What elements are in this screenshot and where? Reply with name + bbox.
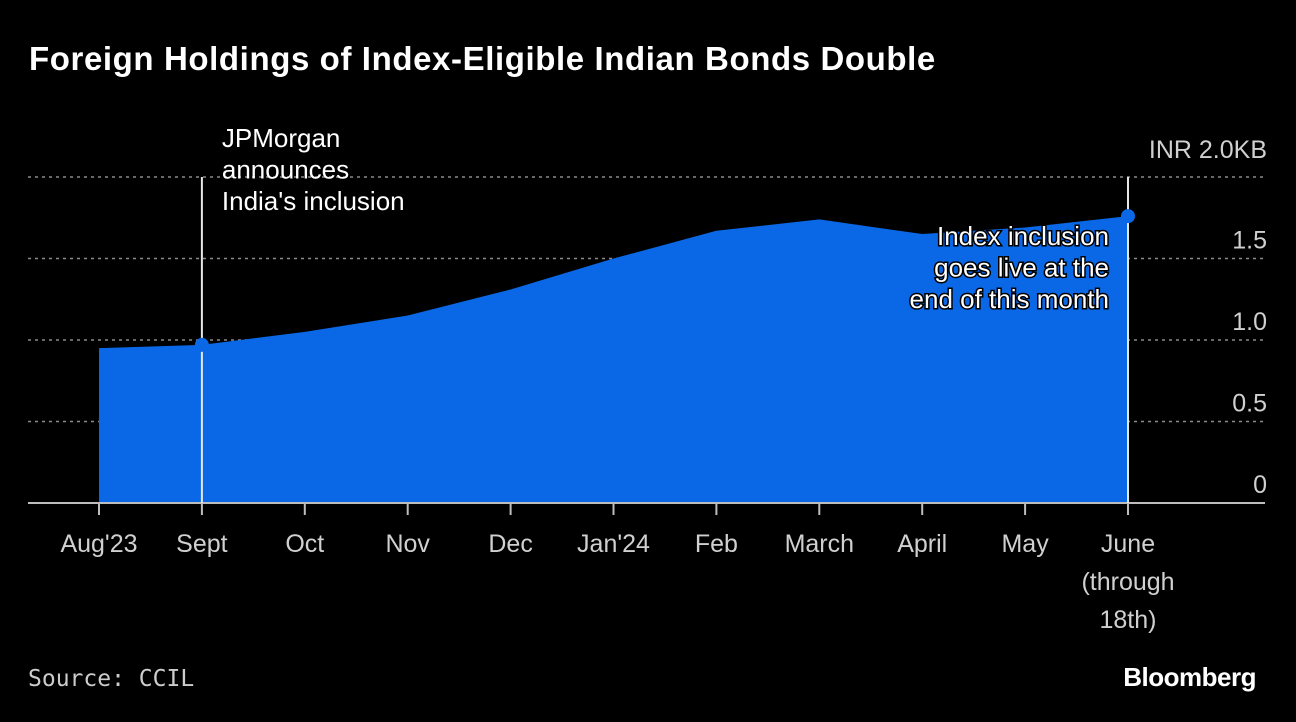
x-tick-label: Jan'24 (577, 530, 650, 558)
x-tick-label: Aug'23 (60, 530, 137, 558)
y-unit-label: INR 2.0KB (1149, 136, 1267, 164)
source-note: Source: CCIL (28, 666, 195, 692)
annotation-text: Index inclusion goes live at the end of th… (910, 221, 1109, 314)
annotation-marker (1121, 209, 1135, 224)
x-tick-label: April (897, 530, 947, 558)
bloomberg-logo: Bloomberg (1123, 662, 1256, 692)
y-tick-label: 0 (1253, 471, 1267, 499)
y-tick-label: 1.0 (1232, 308, 1267, 336)
y-tick-label: 1.5 (1232, 227, 1267, 255)
x-tick-label: Nov (385, 530, 430, 558)
annotation-text: JPMorgan announces India's inclusion (222, 123, 405, 216)
y-tick-label: 0.5 (1232, 390, 1267, 418)
area-series (99, 216, 1128, 503)
x-tick-label: March (785, 530, 854, 558)
chart-title: Foreign Holdings of Index-Eligible India… (29, 40, 936, 77)
x-tick-label: Sept (176, 530, 227, 558)
x-tick-label: Oct (285, 530, 324, 558)
x-tick-label: Dec (488, 530, 532, 558)
annotation-marker (194, 337, 209, 352)
x-tick-label: June (through 18th) (1081, 530, 1174, 634)
x-tick-label: Feb (695, 530, 738, 558)
x-tick-label: May (1001, 530, 1049, 558)
